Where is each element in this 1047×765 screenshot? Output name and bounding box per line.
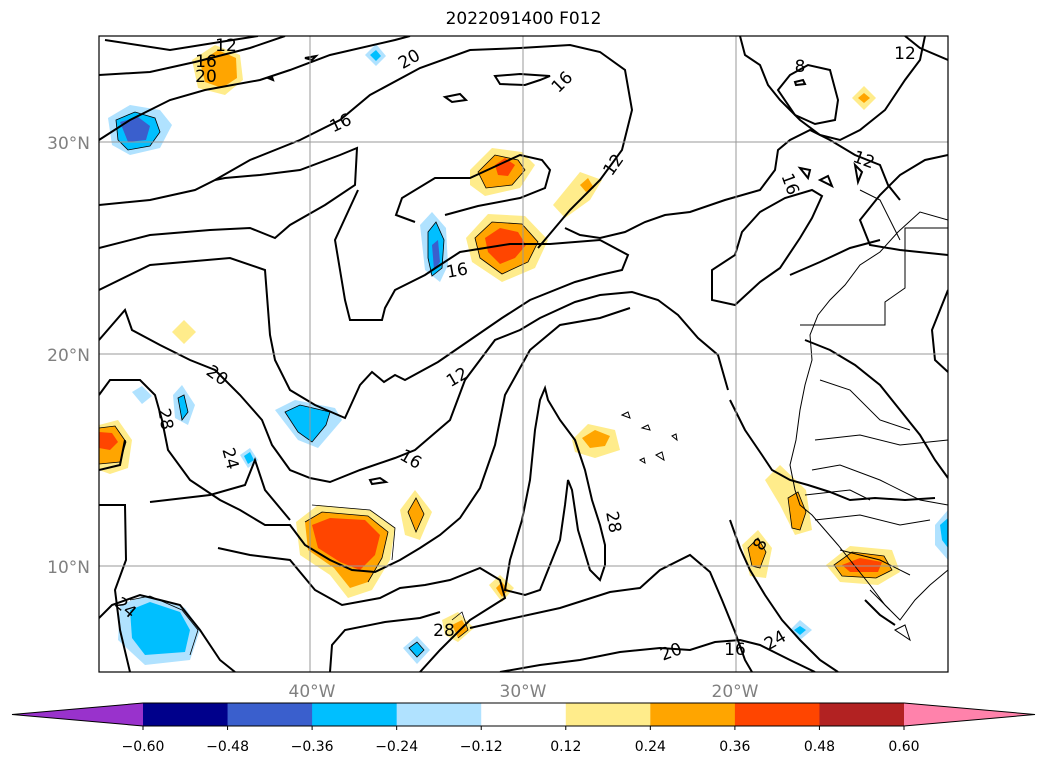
colorbar-segment bbox=[650, 703, 736, 726]
colorbar-tick-label: −0.36 bbox=[291, 739, 334, 755]
lon-label-30w: 30°W bbox=[500, 682, 547, 702]
contour-label: 8 bbox=[795, 57, 806, 77]
lon-label-40w: 40°W bbox=[289, 682, 336, 702]
colorbar-extend-low bbox=[12, 703, 143, 726]
colorbar-tick-label: 0.24 bbox=[635, 739, 666, 755]
contour-label: 16 bbox=[724, 640, 746, 660]
colorbar-segment bbox=[312, 703, 398, 726]
contour-label: 28 bbox=[433, 621, 455, 641]
colorbar-segment bbox=[565, 703, 651, 726]
colorbar-tick-label: 0.12 bbox=[550, 739, 581, 755]
colorbar-segment bbox=[227, 703, 313, 726]
contour-label: 16 bbox=[445, 259, 470, 282]
colorbar-tick-label: 0.36 bbox=[719, 739, 750, 755]
chart-title: 2022091400 F012 bbox=[445, 9, 602, 29]
map-border bbox=[98, 35, 949, 673]
contour-label: 12 bbox=[894, 44, 916, 64]
contour-label: 12 bbox=[215, 36, 237, 56]
colorbar-tick-label: 0.60 bbox=[888, 739, 919, 755]
anomaly-outlines bbox=[99, 111, 893, 658]
gridlines bbox=[99, 36, 948, 672]
contour-label: 28 bbox=[601, 510, 624, 535]
colorbar-tick-label: 0.48 bbox=[804, 739, 835, 755]
colorbar: −0.60 −0.48 −0.36 −0.24 −0.12 0.12 0.24 0.36 0.4… bbox=[11, 702, 1036, 755]
contour-label: 20 bbox=[195, 67, 217, 87]
lon-label-20w: 20°W bbox=[712, 682, 759, 702]
colorbar-segment bbox=[481, 703, 567, 726]
colorbar-segment bbox=[143, 703, 229, 726]
colorbar-tick-label: −0.12 bbox=[460, 739, 503, 755]
colorbar-tick-label: −0.48 bbox=[206, 739, 249, 755]
colorbar-segment bbox=[819, 703, 905, 726]
colorbar-segment bbox=[734, 703, 820, 726]
colorbar-segment bbox=[396, 703, 482, 726]
lat-label-10n: 10°N bbox=[47, 558, 90, 578]
lat-label-20n: 20°N bbox=[47, 346, 90, 366]
contour-label: 16 bbox=[195, 52, 217, 72]
colorbar-tick-label: −0.24 bbox=[375, 739, 418, 755]
contour-lines bbox=[99, 36, 948, 672]
colorbar-tick-label: −0.60 bbox=[122, 739, 165, 755]
lat-label-30n: 30°N bbox=[47, 134, 90, 154]
colorbar-extend-high bbox=[904, 703, 1035, 726]
contour-label: 28 bbox=[153, 407, 176, 432]
coastlines bbox=[620, 189, 948, 642]
